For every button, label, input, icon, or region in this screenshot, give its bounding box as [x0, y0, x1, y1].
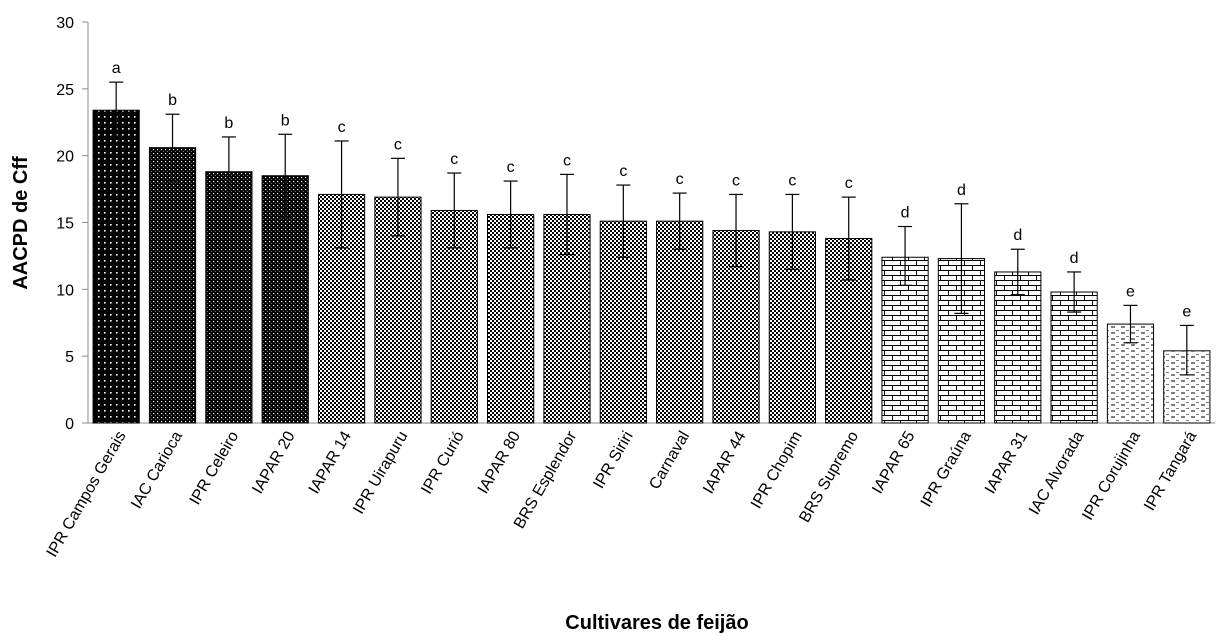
category-label: IPR Curió	[418, 428, 467, 497]
significance-letter: a	[112, 60, 121, 77]
category-label: IPR Tangará	[1141, 428, 1200, 513]
bars-group	[92, 109, 1211, 424]
y-tick-label: 15	[56, 216, 74, 233]
category-label: IPR Graúna	[918, 428, 975, 510]
category-label: IAC Carioca	[128, 428, 186, 511]
bar	[92, 109, 140, 424]
significance-letter: e	[1126, 283, 1135, 300]
significance-letter: d	[1013, 227, 1022, 244]
significance-letter: c	[338, 119, 346, 136]
y-axis-title: AACPD de Cff	[10, 156, 32, 290]
significance-letter: c	[619, 163, 627, 180]
significance-letters-group: a b b b c c c c c c c c c c d d d d e e	[112, 60, 1192, 320]
significance-letter: c	[732, 172, 740, 189]
category-label: IPR Corujinha	[1079, 428, 1144, 523]
bar	[205, 171, 253, 424]
bar	[1050, 291, 1098, 424]
y-tick-label: 0	[65, 416, 74, 433]
category-label: IAPAR 20	[249, 428, 298, 496]
significance-letter: b	[168, 92, 177, 109]
significance-letter: c	[450, 151, 458, 168]
significance-letter: c	[676, 171, 684, 188]
bar	[937, 258, 986, 424]
y-tick-label: 5	[65, 349, 74, 366]
y-tick-label: 10	[56, 282, 74, 299]
x-axis-title: Cultivares de feijão	[565, 612, 748, 634]
y-tick-label: 25	[56, 82, 74, 99]
significance-letter: d	[1070, 250, 1079, 267]
bar	[656, 220, 704, 424]
significance-letter: c	[788, 172, 796, 189]
significance-letter: b	[281, 112, 290, 129]
bar	[994, 271, 1042, 424]
category-label: IPR Campos Gerais	[44, 429, 130, 561]
significance-letter: c	[394, 136, 402, 153]
category-label: IPR Uirapuru	[350, 429, 411, 518]
category-label: IAPAR 65	[869, 428, 918, 496]
y-tick-label: 30	[56, 15, 74, 32]
significance-letter: b	[224, 115, 233, 132]
significance-letter: d	[901, 205, 910, 222]
category-label: IAPAR 31	[982, 428, 1031, 496]
y-axis: 0 5 10 15 20 25 30	[56, 15, 89, 433]
category-label: Carnaval	[646, 429, 693, 493]
category-label: IPR Siriri	[591, 429, 637, 492]
error-bars-group	[109, 81, 1194, 376]
category-label: IPR Celeiro	[187, 428, 243, 507]
category-label: IAC Alvorada	[1026, 428, 1087, 517]
category-label: BRS Esplendor	[511, 428, 581, 532]
significance-letter: c	[845, 175, 853, 192]
y-tick-label: 20	[56, 149, 74, 166]
bar	[487, 213, 535, 424]
bar	[148, 147, 197, 424]
category-label: IAPAR 14	[306, 428, 355, 496]
significance-letter: e	[1182, 303, 1191, 320]
category-label: BRS Supremo	[796, 428, 862, 525]
category-label: IPR Chopim	[748, 429, 806, 512]
significance-letter: c	[563, 152, 571, 169]
category-label: IAPAR 44	[700, 428, 749, 496]
category-label: IAPAR 80	[475, 428, 524, 496]
significance-letter: d	[957, 182, 966, 199]
significance-letter: c	[507, 159, 515, 176]
